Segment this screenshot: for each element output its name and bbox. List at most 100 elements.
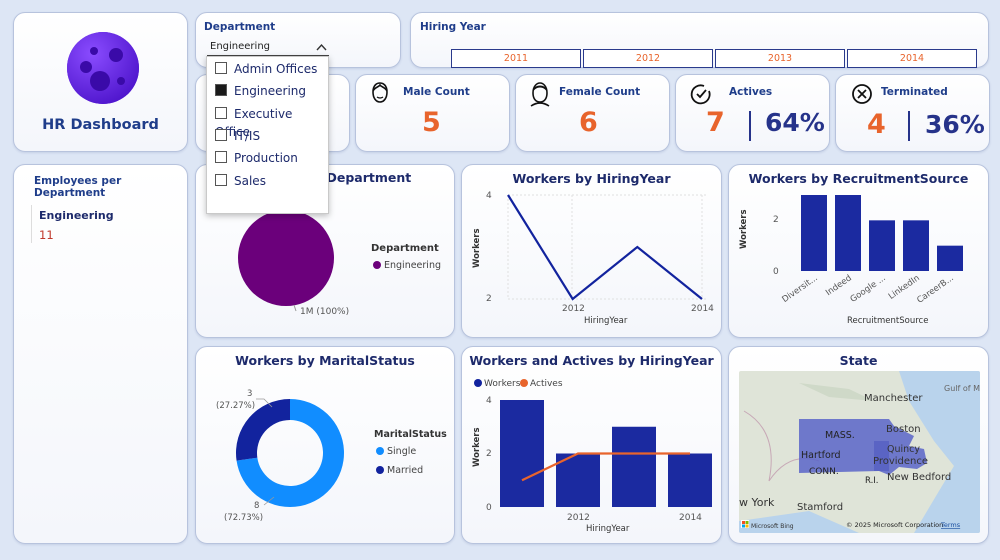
- workers-actives-card: Workers and Actives by HiringYear Worker…: [461, 346, 722, 544]
- actives-separator: [749, 111, 751, 141]
- dropdown-item-production[interactable]: Production: [215, 149, 298, 167]
- department-row[interactable]: Engineering 11: [31, 205, 171, 243]
- actives-percent: 64%: [765, 108, 825, 137]
- employees-per-department-title: Employees per Department: [34, 175, 122, 199]
- y-tick-0: 0: [486, 503, 492, 513]
- bar-workers-2014: [668, 453, 712, 507]
- checkbox-executive-office[interactable]: [215, 107, 227, 119]
- legend-dot-engineering: [373, 261, 381, 269]
- line-series-workers: [507, 194, 703, 301]
- recruitment-bar-card: Workers by RecruitmentSource Diversit...…: [728, 164, 989, 338]
- map-credit: © 2025 Microsoft Corporation: [846, 521, 943, 529]
- x-axis-label: RecruitmentSource: [847, 316, 928, 326]
- employees-per-department-card: Employees per Department Engineering 11: [13, 164, 188, 544]
- female-count-value: 6: [579, 107, 598, 138]
- male-person-icon: [372, 82, 388, 103]
- moon-logo-icon: [67, 32, 139, 104]
- hiring-year-filter-card: Hiring Year 2011 2012 2013 2014: [410, 12, 989, 68]
- y-axis-label: Workers: [472, 427, 482, 467]
- bar-3: [903, 220, 929, 271]
- x-tick-label-4: CareerB...: [915, 273, 955, 305]
- map-terms-link: Terms: [940, 521, 961, 529]
- checkbox-production[interactable]: [215, 151, 227, 163]
- x-axis-label: HiringYear: [584, 316, 628, 326]
- map-place-stamford: Stamford: [797, 502, 843, 513]
- x-tick-label-1: Indeed: [824, 273, 854, 298]
- married-pct-label: (27.27%): [216, 401, 255, 411]
- department-pie-chart: 1M (100%) Department Engineering: [238, 210, 441, 317]
- x-tick-2014: 2014: [679, 513, 702, 523]
- hiring-year-filter-label: Hiring Year: [420, 21, 486, 33]
- year-button-2013[interactable]: 2013: [715, 49, 845, 68]
- legend-label-engineering: Engineering: [384, 260, 441, 271]
- logo-card: HR Dashboard: [13, 12, 188, 152]
- legend-dot-actives: [520, 379, 528, 387]
- dropdown-item-sales[interactable]: Sales: [215, 172, 266, 190]
- state-map[interactable]: Manchester Gulf of Ma Boston MASS. Hartf…: [739, 371, 980, 533]
- y-tick-4: 4: [486, 191, 492, 201]
- map-place-new-bedford: New Bedford: [887, 472, 951, 483]
- legend-label-actives: Actives: [530, 379, 563, 389]
- terminated-separator: [908, 111, 910, 141]
- marital-legend-title: MaritalStatus: [374, 429, 447, 440]
- map-brand: Microsoft Bing: [751, 523, 794, 530]
- legend-label-workers: Workers: [484, 379, 521, 389]
- x-tick-2012: 2012: [562, 304, 585, 314]
- single-pct-label: (72.73%): [224, 513, 263, 523]
- female-count-card: Female Count 6: [515, 74, 670, 152]
- legend-label-single: Single: [387, 446, 416, 457]
- legend-dot-workers: [474, 379, 482, 387]
- bar-workers-2013: [612, 426, 656, 507]
- y-tick-2: 2: [773, 215, 779, 225]
- map-place-providence: Providence: [873, 456, 928, 467]
- workers-actives-title: Workers and Actives by HiringYear: [469, 353, 714, 368]
- y-tick-4: 4: [486, 396, 492, 406]
- donut-slice-single: [236, 399, 344, 507]
- hiring-year-line-card: Workers by HiringYear 4 2 2012 2014 Work…: [461, 164, 722, 338]
- dropdown-item-admin-offices[interactable]: Admin Offices: [215, 60, 317, 78]
- terminated-percent: 36%: [925, 110, 985, 139]
- marital-donut-title: Workers by MaritalStatus: [235, 353, 415, 368]
- legend-dot-single: [376, 447, 384, 455]
- department-dropdown-value: Engineering: [210, 41, 270, 52]
- year-button-2012[interactable]: 2012: [583, 49, 713, 68]
- checkbox-admin-offices[interactable]: [215, 62, 227, 74]
- year-button-2014[interactable]: 2014: [847, 49, 977, 68]
- department-dropdown[interactable]: Engineering: [207, 39, 329, 56]
- map-place-conn: CONN.: [809, 467, 839, 477]
- terminated-card: Terminated 4 36%: [835, 74, 990, 152]
- recruitment-bar-title: Workers by RecruitmentSource: [748, 171, 969, 186]
- checkbox-it-is[interactable]: [215, 129, 227, 141]
- y-tick-0: 0: [773, 267, 779, 277]
- workers-actives-chart: Workers Actives 4 2 0 2012 2014 Workers …: [472, 379, 712, 534]
- bar-2: [869, 220, 895, 271]
- dropdown-item-engineering[interactable]: Engineering: [215, 82, 306, 100]
- y-axis-label: Workers: [472, 228, 482, 268]
- map-place-mass: MASS.: [825, 430, 855, 441]
- actives-card: Actives 7 64%: [675, 74, 830, 152]
- checkbox-engineering[interactable]: [215, 84, 227, 96]
- legend-dot-married: [376, 466, 384, 474]
- bar-workers-2012: [556, 453, 600, 507]
- actives-label: Actives: [729, 86, 773, 98]
- bar-workers-2011: [500, 400, 544, 507]
- dropdown-item-executive-office[interactable]: Executive Office: [215, 107, 293, 139]
- hiring-year-line-title: Workers by HiringYear: [512, 171, 671, 186]
- donut-slice-married: [236, 399, 290, 461]
- terminated-value: 4: [867, 109, 886, 140]
- hiring-year-line-chart: 4 2 2012 2014 Workers HiringYear: [472, 191, 714, 326]
- chevron-up-icon: [316, 43, 327, 51]
- map-place-gulf: Gulf of Ma: [944, 384, 980, 393]
- dropdown-item-it-is[interactable]: IT/IS: [215, 127, 260, 145]
- state-map-card: State Manchester Gulf of Ma Boston MASS.…: [728, 346, 989, 544]
- line-series-actives: [521, 452, 690, 482]
- marital-donut-chart: 3 (27.27%) 8 (72.73%) MaritalStatus Sing…: [216, 389, 447, 523]
- close-circle-icon: [852, 84, 872, 104]
- map-place-quincy: Quincy: [887, 444, 920, 455]
- checkbox-sales[interactable]: [215, 174, 227, 186]
- legend-label-married: Married: [387, 465, 423, 476]
- year-button-2011[interactable]: 2011: [451, 49, 581, 68]
- married-count-label: 3: [247, 389, 252, 399]
- bar-1: [835, 195, 861, 271]
